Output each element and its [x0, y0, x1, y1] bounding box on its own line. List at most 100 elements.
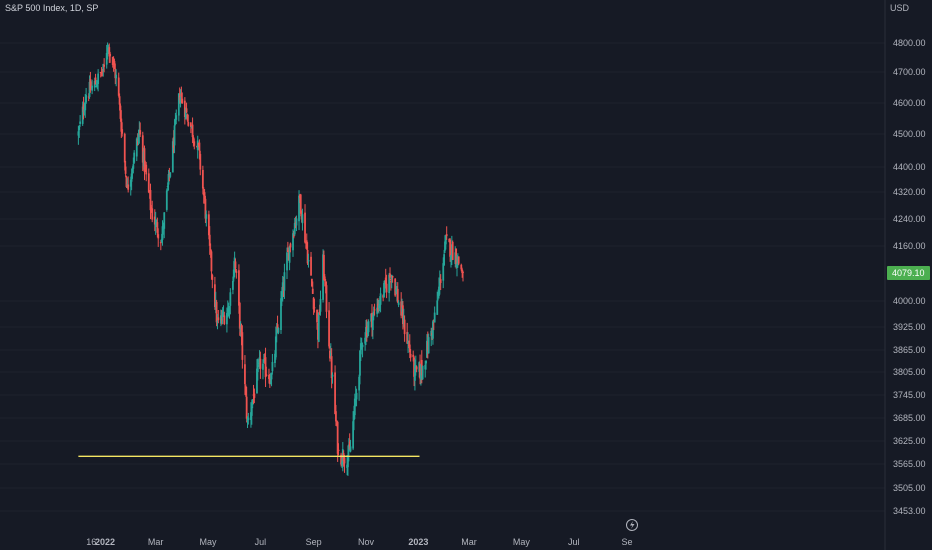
- candle: [443, 249, 446, 266]
- candle: [167, 169, 170, 191]
- candle: [389, 267, 391, 281]
- candle: [268, 374, 271, 388]
- candle: [310, 251, 312, 276]
- candle: [223, 311, 226, 326]
- candle: [94, 73, 97, 85]
- candle: [241, 325, 244, 369]
- y-tick-label: 4240.00: [893, 214, 926, 224]
- candle: [337, 443, 340, 456]
- candle: [283, 263, 286, 299]
- candle: [251, 399, 254, 409]
- candle: [91, 79, 94, 95]
- candle: [196, 135, 199, 159]
- candle: [331, 372, 334, 384]
- x-tick-label: 16: [86, 537, 96, 547]
- candle: [311, 281, 314, 294]
- candle: [201, 165, 204, 195]
- candle: [421, 365, 424, 380]
- x-tick-label: 2023: [408, 537, 428, 547]
- candle: [323, 250, 325, 281]
- y-tick-label: 4600.00: [893, 98, 926, 108]
- candle: [259, 351, 262, 379]
- candle: [130, 168, 133, 191]
- candle: [244, 384, 247, 397]
- candle: [147, 168, 150, 194]
- candle: [377, 299, 380, 314]
- candle: [301, 208, 304, 231]
- candle: [264, 347, 267, 388]
- candle: [253, 388, 256, 404]
- candle: [108, 43, 111, 63]
- candle: [117, 72, 120, 98]
- candle: [397, 300, 400, 308]
- x-tick-label: May: [200, 537, 218, 547]
- candle: [424, 360, 427, 378]
- candle: [78, 124, 81, 138]
- candle: [439, 274, 442, 291]
- candle: [457, 256, 460, 266]
- candle: [292, 229, 294, 257]
- candle: [349, 439, 352, 453]
- y-tick-label: 4700.00: [893, 67, 926, 77]
- candle: [271, 353, 274, 375]
- y-tick-label: 3505.00: [893, 483, 926, 493]
- candle: [114, 63, 117, 85]
- candle: [414, 359, 416, 391]
- candle: [414, 355, 417, 376]
- candle: [205, 210, 208, 227]
- candle: [265, 366, 268, 377]
- x-tick-label: Jul: [568, 537, 580, 547]
- candle: [173, 119, 176, 154]
- candle: [175, 109, 178, 125]
- candle: [145, 161, 148, 182]
- candle: [388, 272, 391, 302]
- candle: [304, 204, 306, 244]
- candle: [234, 258, 237, 272]
- candle: [371, 313, 374, 340]
- candle: [109, 51, 112, 63]
- y-tick-label: 4800.00: [893, 38, 926, 48]
- candle: [79, 115, 82, 127]
- candle: [313, 298, 316, 313]
- candle: [125, 175, 128, 189]
- candle: [163, 212, 166, 239]
- candle: [222, 305, 225, 318]
- candle: [232, 276, 234, 295]
- candle: [394, 278, 397, 297]
- candle: [391, 275, 394, 283]
- candle: [462, 270, 464, 282]
- candle: [445, 226, 448, 240]
- last-price-badge: 4079.10: [887, 266, 930, 280]
- candle: [307, 253, 310, 268]
- y-tick-label: 3745.00: [893, 390, 926, 400]
- candle: [373, 303, 376, 316]
- candle: [358, 374, 361, 401]
- candle: [409, 348, 412, 362]
- candle: [328, 302, 330, 349]
- candle: [262, 359, 264, 380]
- candle: [124, 160, 127, 178]
- candle: [121, 122, 124, 137]
- lightning-icon[interactable]: [626, 519, 638, 531]
- candle: [277, 327, 280, 335]
- candle: [355, 388, 358, 407]
- candle: [401, 301, 404, 330]
- candle: [270, 372, 273, 387]
- candle: [427, 333, 430, 354]
- candle: [135, 137, 138, 162]
- y-tick-label: 3805.00: [893, 367, 926, 377]
- x-tick-label: May: [513, 537, 531, 547]
- y-tick-label: 4160.00: [893, 241, 926, 251]
- candle: [335, 404, 337, 426]
- y-tick-label: 3565.00: [893, 459, 926, 469]
- candle: [89, 71, 92, 93]
- candle: [389, 278, 392, 291]
- candle: [385, 274, 388, 299]
- candle: [228, 306, 231, 319]
- candle: [293, 217, 296, 237]
- candle: [210, 250, 213, 280]
- candle: [425, 360, 427, 370]
- currency-label: USD: [890, 3, 910, 13]
